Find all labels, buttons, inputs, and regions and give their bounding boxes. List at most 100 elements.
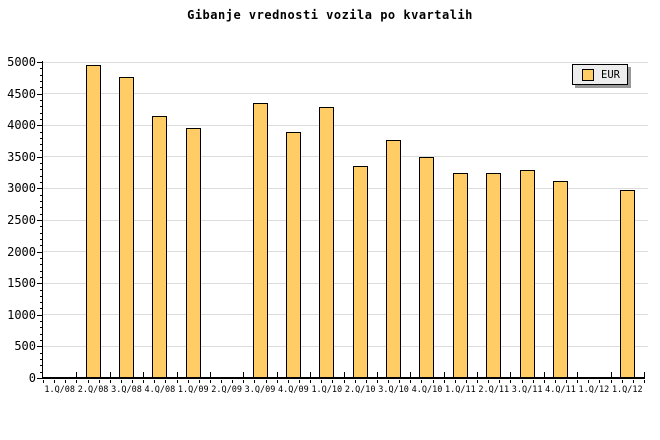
y-tick-minor (40, 327, 43, 329)
y-tick-major (37, 378, 43, 379)
x-tick-major (644, 372, 645, 378)
x-tick-minor (443, 380, 445, 383)
x-tick-major (577, 372, 579, 378)
y-gridline (43, 93, 648, 95)
x-tick-minor (143, 380, 145, 383)
x-tick-minor (454, 380, 456, 383)
y-tick-minor (40, 175, 43, 177)
y-tick-minor (40, 226, 43, 228)
y-tick-label: 2000 (7, 244, 36, 259)
y-tick-minor (40, 289, 43, 291)
bar (185, 127, 201, 378)
x-tick-minor (109, 380, 111, 383)
x-tick-minor (432, 380, 434, 383)
y-tick-label: 3500 (7, 149, 36, 164)
y-tick-major (37, 62, 43, 63)
y-tick-minor (40, 118, 43, 120)
y-tick-label: 1500 (7, 276, 36, 291)
x-tick-minor (76, 380, 78, 383)
x-tick-major (477, 372, 479, 378)
legend-swatch-icon (582, 68, 594, 81)
x-tick-minor (332, 380, 334, 383)
y-gridline (43, 61, 648, 63)
y-tick-minor (40, 80, 43, 82)
y-tick-label: 500 (14, 339, 36, 354)
y-gridline (43, 345, 648, 347)
x-tick-minor (165, 380, 167, 383)
x-tick-major (176, 372, 178, 378)
x-tick-major (610, 372, 612, 378)
y-tick-label: 1000 (7, 307, 36, 322)
bar (519, 170, 535, 378)
x-tick-minor (98, 380, 100, 383)
y-tick-label: 5000 (7, 55, 36, 69)
y-tick-minor (40, 276, 43, 278)
x-tick-minor (54, 380, 56, 383)
x-axis (42, 377, 645, 379)
y-tick-minor (40, 340, 43, 342)
y-tick-minor (40, 201, 43, 203)
x-tick-minor (198, 380, 200, 383)
y-tick-label: 4500 (7, 86, 36, 101)
y-tick-minor (40, 371, 43, 373)
x-tick-label: 2.Q/09 (211, 385, 242, 395)
y-tick-minor (40, 359, 43, 361)
x-tick-major (376, 372, 378, 378)
y-tick-minor (40, 245, 43, 247)
x-tick-minor (632, 380, 634, 383)
x-tick-major (310, 372, 312, 378)
x-tick-minor (343, 380, 345, 383)
x-tick-minor (577, 380, 579, 383)
y-tick-minor (40, 194, 43, 196)
x-tick-minor (209, 380, 211, 383)
x-tick-minor (588, 380, 590, 383)
y-gridline (43, 124, 648, 126)
y-tick-minor (40, 264, 43, 266)
y-tick-minor (40, 144, 43, 146)
x-tick-label: 2.Q/11 (478, 385, 510, 395)
x-tick-minor (532, 380, 534, 383)
x-tick-label: 2.Q/08 (77, 385, 109, 395)
bar (486, 173, 502, 378)
bar (285, 131, 301, 378)
x-tick-major (209, 372, 211, 378)
x-tick-major (243, 372, 245, 378)
x-tick-minor (566, 380, 568, 383)
x-tick-minor (120, 380, 122, 383)
x-tick-minor (365, 380, 367, 383)
bar (319, 106, 335, 378)
x-tick-minor (621, 380, 623, 383)
legend-label: EUR (601, 68, 620, 81)
x-tick-major (443, 372, 445, 378)
y-tick-major (37, 220, 43, 221)
y-tick-minor (40, 150, 43, 152)
x-tick-minor (43, 380, 44, 383)
x-tick-minor (298, 380, 300, 383)
x-tick-label: 1.Q/12 (611, 385, 643, 395)
y-tick-label: 3000 (7, 181, 36, 196)
x-tick-label: 4.Q/11 (545, 385, 576, 395)
y-tick-minor (40, 321, 43, 323)
x-tick-minor (477, 380, 479, 383)
x-tick-minor (554, 380, 556, 383)
x-tick-label: 2.Q/10 (344, 385, 376, 395)
x-tick-minor (243, 380, 245, 383)
y-tick-label: 2500 (7, 213, 36, 227)
y-tick-minor (40, 87, 43, 89)
x-tick-major (343, 372, 345, 378)
x-tick-minor (87, 380, 89, 383)
x-tick-minor (265, 380, 267, 383)
chart-title: Gibanje vrednosti vozila po kvartalih (187, 8, 473, 22)
x-tick-label: 1.Q/09 (177, 385, 209, 395)
x-tick-label: 4.Q/08 (144, 385, 176, 395)
y-tick-major (37, 283, 43, 285)
y-tick-minor (40, 302, 43, 304)
x-tick-major (510, 372, 512, 378)
y-tick-minor (40, 99, 43, 101)
y-tick-minor (40, 169, 43, 171)
y-tick-minor (40, 295, 43, 297)
y-gridline (43, 282, 648, 284)
y-gridline (43, 314, 648, 316)
x-tick-minor (644, 380, 645, 383)
